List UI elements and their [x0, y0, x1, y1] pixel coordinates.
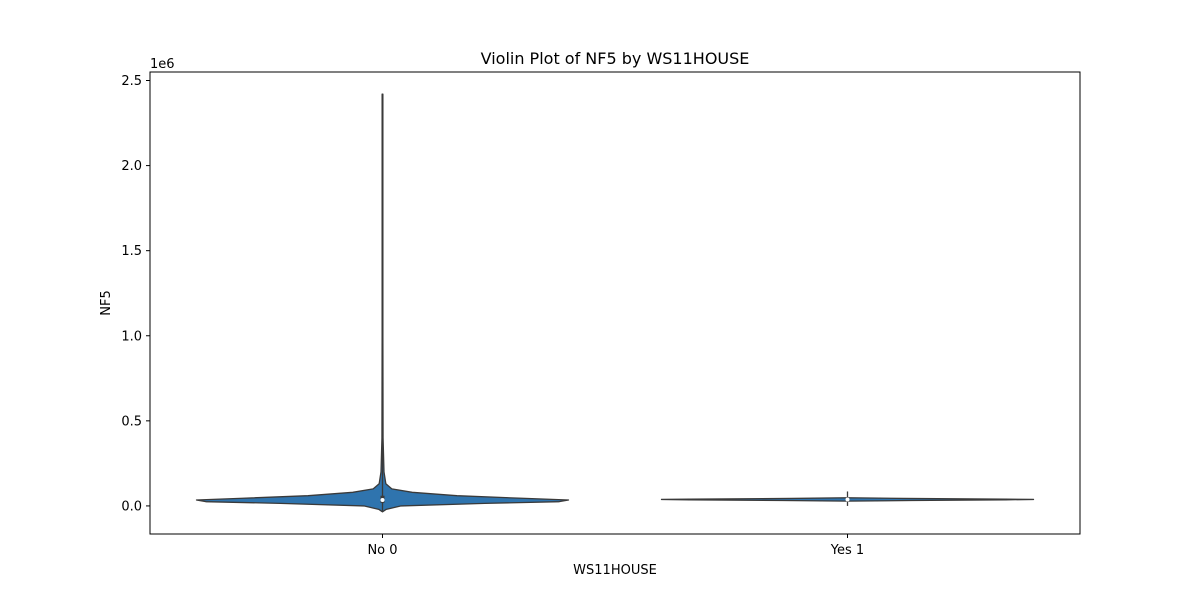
violin-layer — [195, 93, 1035, 513]
plot-frame — [149, 71, 1081, 535]
chart-title: Violin Plot of NF5 by WS11HOUSE — [481, 49, 750, 68]
x-axis-label: WS11HOUSE — [573, 563, 657, 578]
y-offset-text: 1e6 — [150, 57, 175, 72]
x-axis-ticks: No 0 Yes 1 — [367, 534, 864, 558]
violin-median — [845, 497, 850, 502]
y-axis-label: NF5 — [99, 290, 114, 315]
y-tick-label: 0.5 — [121, 414, 142, 429]
y-tick-label: 2.5 — [121, 74, 142, 89]
y-tick-label: 1.0 — [121, 329, 142, 344]
y-tick-label: 2.0 — [121, 159, 142, 174]
violin-median — [380, 497, 385, 502]
y-tick-label: 0.0 — [121, 499, 142, 514]
y-axis-ticks: 0.0 0.5 1.0 1.5 2.0 2.5 — [121, 74, 150, 514]
y-tick-label: 1.5 — [121, 244, 142, 259]
x-tick-label: Yes 1 — [830, 543, 864, 558]
x-tick-label: No 0 — [367, 543, 397, 558]
